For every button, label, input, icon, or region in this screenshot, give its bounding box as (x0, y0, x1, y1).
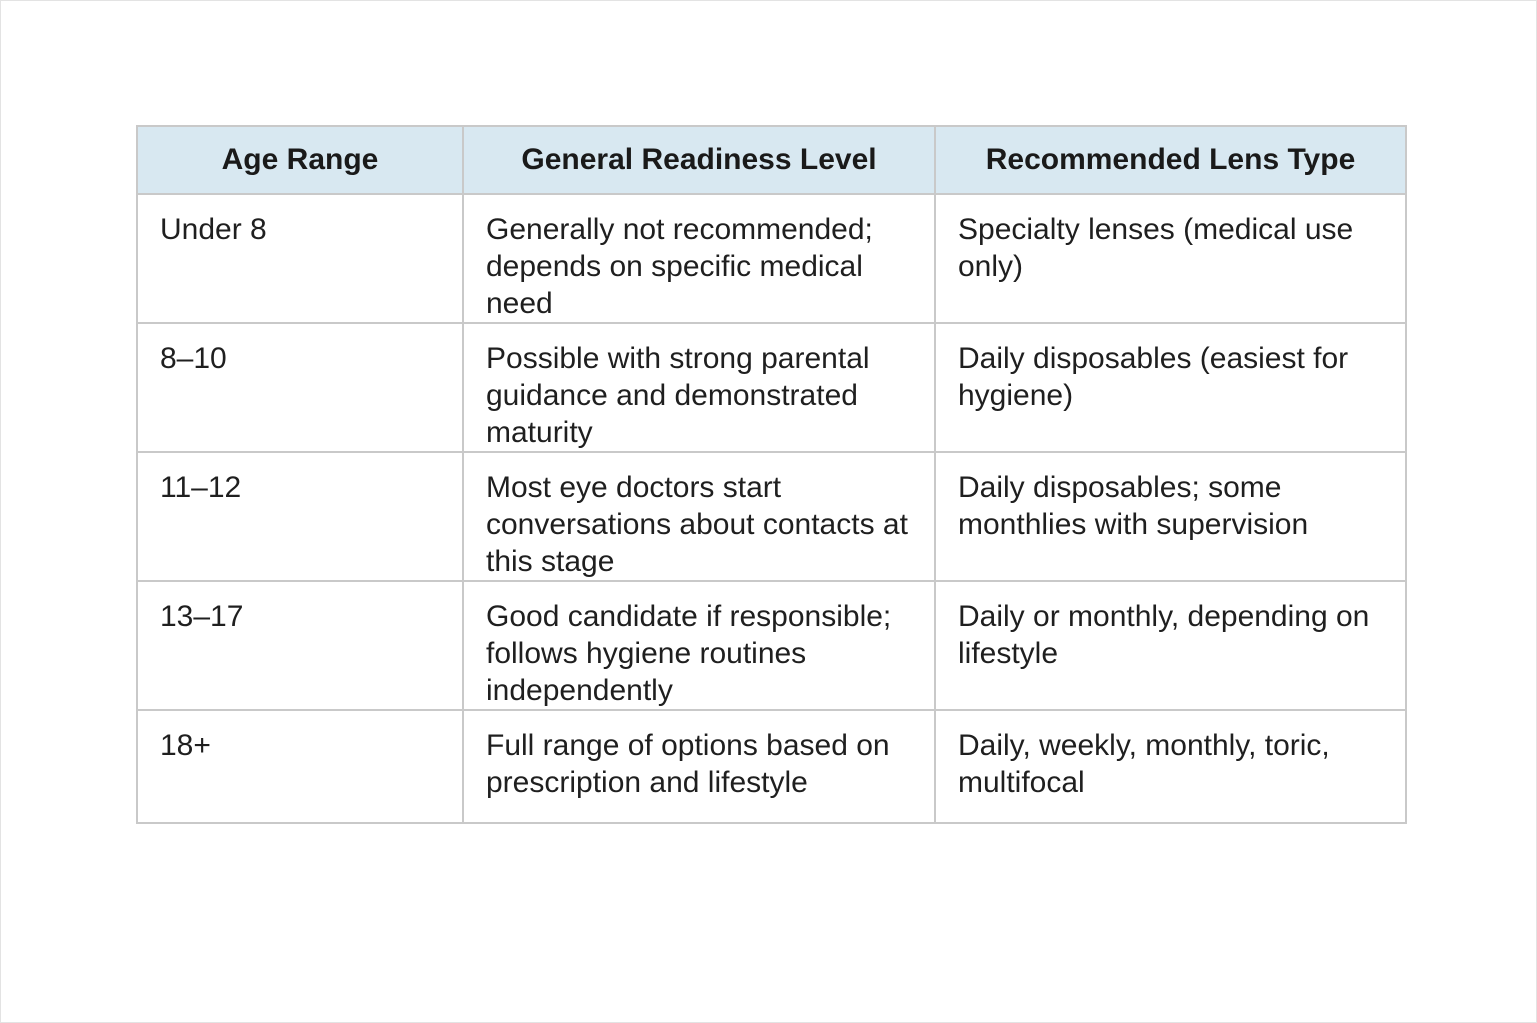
age-range-cell: 18+ (136, 709, 464, 824)
column-header-lens-type: Recommended Lens Type (934, 125, 1407, 195)
table-body: Under 8 Generally not recommended; depen… (136, 193, 1407, 824)
table-header: Age Range General Readiness Level Recomm… (136, 125, 1407, 195)
lens-type-cell: Specialty lenses (medical use only) (934, 193, 1407, 324)
table-header-row: Age Range General Readiness Level Recomm… (136, 125, 1407, 195)
column-header-age-range: Age Range (136, 125, 464, 195)
column-header-readiness-level: General Readiness Level (462, 125, 936, 195)
age-range-cell: 8–10 (136, 322, 464, 453)
readiness-cell: Generally not recommended; depends on sp… (462, 193, 936, 324)
age-range-cell: Under 8 (136, 193, 464, 324)
lens-type-cell: Daily disposables (easiest for hygiene) (934, 322, 1407, 453)
lens-type-cell: Daily, weekly, monthly, toric, multifoca… (934, 709, 1407, 824)
readiness-cell: Full range of options based on prescript… (462, 709, 936, 824)
table-row: 18+ Full range of options based on presc… (136, 709, 1407, 824)
contact-lens-readiness-table: Age Range General Readiness Level Recomm… (136, 125, 1407, 824)
readiness-cell: Most eye doctors start conversations abo… (462, 451, 936, 582)
readiness-cell: Good candidate if responsible; follows h… (462, 580, 936, 711)
table-row: Under 8 Generally not recommended; depen… (136, 193, 1407, 324)
lens-type-cell: Daily disposables; some monthlies with s… (934, 451, 1407, 582)
age-range-cell: 11–12 (136, 451, 464, 582)
table-row: 8–10 Possible with strong parental guida… (136, 322, 1407, 453)
lens-type-cell: Daily or monthly, depending on lifestyle (934, 580, 1407, 711)
table-row: 11–12 Most eye doctors start conversatio… (136, 451, 1407, 582)
age-range-cell: 13–17 (136, 580, 464, 711)
table-row: 13–17 Good candidate if responsible; fol… (136, 580, 1407, 711)
readiness-cell: Possible with strong parental guidance a… (462, 322, 936, 453)
